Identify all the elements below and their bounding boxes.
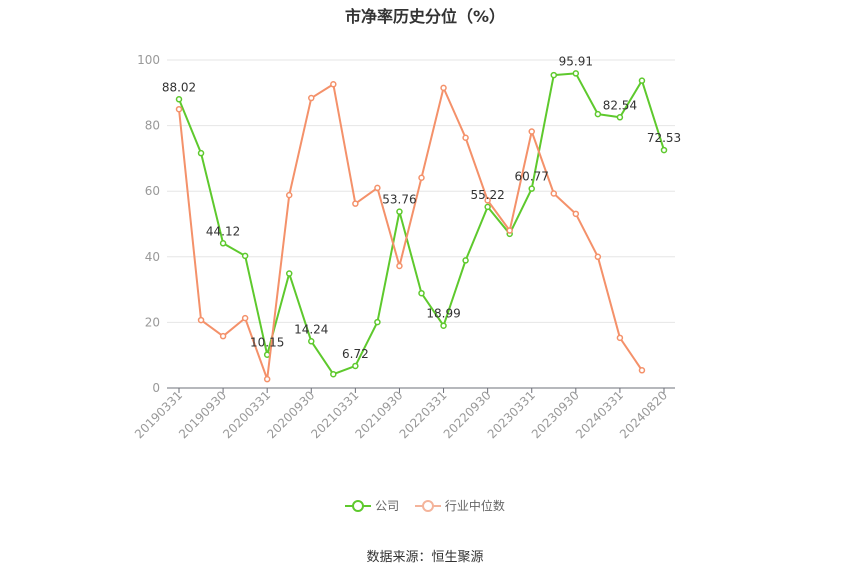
- data-source: 数据来源：恒生聚源: [366, 550, 484, 565]
- chart-title: 市净率历史分位（%）: [344, 7, 506, 26]
- company-point: [528, 185, 535, 192]
- industry-median-point: [308, 94, 315, 102]
- data-labels: 88.02 44.12 10.15 14.24 6.72 53.76 18.99 55.22 6…: [162, 54, 681, 361]
- y-tick-label: 100: [137, 53, 160, 67]
- industry-median-point: [263, 375, 271, 383]
- industry-median-line: [178, 83, 643, 381]
- industry-median-point: [374, 184, 381, 192]
- company-point: [197, 149, 205, 157]
- legend: 公司 行业中位数: [0, 497, 850, 516]
- industry-median-point: [352, 200, 359, 207]
- data-label: 88.02: [162, 80, 196, 94]
- company-point: [484, 203, 491, 211]
- industry-median-point: [484, 197, 491, 204]
- data-label: 72.53: [647, 131, 681, 145]
- company-point: [374, 318, 381, 326]
- legend-item-industry-median[interactable]: 行业中位数: [414, 497, 505, 514]
- legend-industry-label: 行业中位数: [444, 499, 505, 513]
- series-lines: [175, 70, 668, 383]
- y-tick-label: 0: [152, 381, 160, 395]
- industry-median-point: [550, 190, 558, 197]
- company-point: [418, 289, 425, 297]
- industry-median-point: [197, 316, 205, 324]
- data-label: 95.91: [559, 54, 593, 68]
- data-label: 60.77: [515, 170, 549, 184]
- industry-median-point: [330, 81, 337, 88]
- y-tick-label: 20: [145, 315, 160, 329]
- industry-median-point: [219, 332, 227, 340]
- industry-median-point: [506, 227, 513, 234]
- data-label: 53.76: [382, 193, 416, 207]
- company-point: [330, 370, 337, 378]
- y-tick-label: 80: [145, 119, 160, 133]
- legend-item-company[interactable]: 公司: [345, 497, 399, 514]
- industry-median-point: [175, 105, 183, 113]
- legend-company-marker: [352, 499, 365, 512]
- data-label: 6.72: [342, 347, 369, 361]
- company-point: [308, 338, 315, 345]
- company-point: [396, 208, 403, 215]
- industry-median-point: [396, 262, 403, 270]
- industry-median-point: [616, 334, 624, 342]
- data-label: 55.22: [470, 188, 504, 202]
- company-point: [572, 70, 580, 77]
- company-point: [241, 252, 249, 260]
- data-label: 14.24: [294, 322, 328, 336]
- company-point: [616, 114, 624, 121]
- company-point: [175, 96, 183, 103]
- company-point: [285, 270, 293, 277]
- y-tick-label: 60: [145, 184, 160, 198]
- company-point: [440, 322, 447, 329]
- company-point: [462, 257, 469, 264]
- data-label: 18.99: [426, 307, 460, 321]
- company-point: [352, 362, 359, 370]
- industry-median-point: [528, 128, 535, 135]
- industry-median-point: [418, 174, 425, 182]
- industry-median-point: [285, 191, 293, 199]
- industry-median-point: [440, 84, 447, 92]
- company-point: [594, 110, 602, 118]
- company-line: [178, 72, 665, 376]
- legend-company-swatch: [345, 499, 372, 513]
- data-label: 44.12: [206, 224, 240, 238]
- data-label: 10.15: [250, 336, 284, 350]
- industry-median-point: [241, 314, 249, 322]
- industry-median-point: [594, 253, 602, 261]
- company-point: [660, 146, 668, 154]
- x-tick-label: 20240820: [617, 388, 670, 441]
- company-point: [550, 71, 558, 79]
- legend-company-label: 公司: [375, 499, 400, 513]
- data-label: 82.54: [603, 98, 637, 112]
- legend-industry-swatch: [414, 499, 441, 513]
- gridlines: [167, 59, 675, 323]
- company-point: [638, 77, 646, 84]
- industry-median-point: [462, 134, 469, 141]
- industry-median-point: [638, 367, 646, 374]
- legend-industry-marker: [421, 499, 434, 512]
- company-point: [219, 240, 227, 247]
- y-tick-label: 40: [145, 250, 160, 264]
- industry-median-point: [572, 210, 580, 218]
